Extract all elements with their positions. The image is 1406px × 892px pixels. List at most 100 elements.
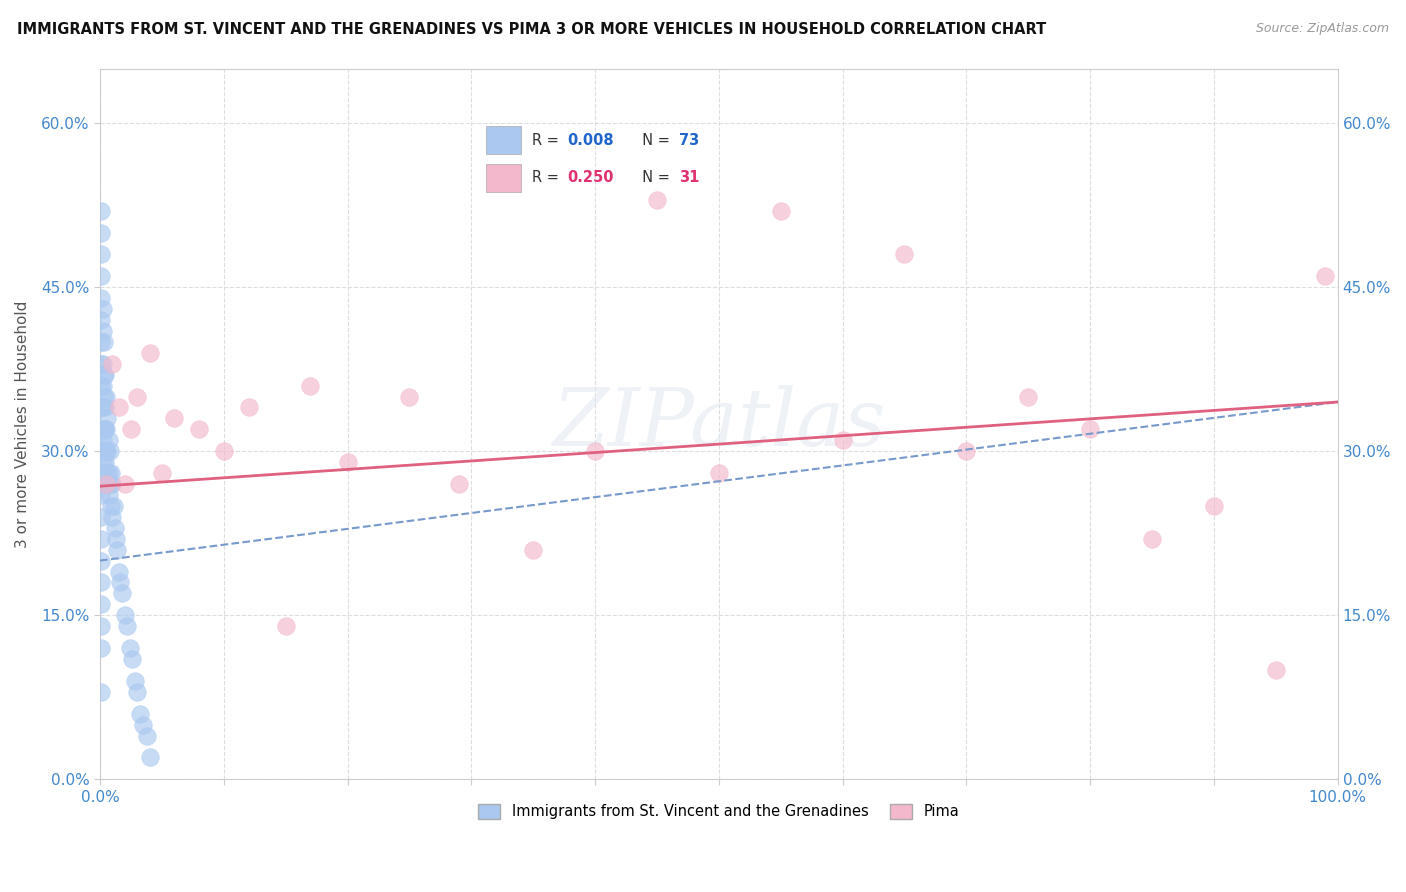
Point [96,422,118,436]
Point [97,434,120,448]
Point [1202,499,1225,513]
Point [94,401,117,415]
Point [1140,532,1163,546]
Point [90,313,112,327]
Point [100,499,122,513]
Y-axis label: 3 or more Vehicles in Household: 3 or more Vehicles in Household [15,301,30,548]
Point [90,619,112,633]
Point [93,390,115,404]
Point [91,357,114,371]
Point [90,509,112,524]
Point [107,565,129,579]
Point [97,488,120,502]
Point [132,717,155,731]
Point [90,269,112,284]
Point [90,641,112,656]
Point [212,444,235,458]
Point [120,422,142,436]
Point [117,619,139,633]
Point [96,477,118,491]
Point [447,477,470,491]
Point [94,477,117,491]
Point [107,401,129,415]
Text: Source: ZipAtlas.com: Source: ZipAtlas.com [1256,22,1389,36]
Point [831,434,853,448]
Point [98,444,121,458]
Point [93,444,115,458]
Point [94,368,117,382]
Point [299,378,322,392]
Point [121,652,143,666]
Point [96,444,118,458]
Point [101,357,124,371]
Point [124,673,146,688]
Point [94,422,117,436]
Point [91,455,114,469]
Point [1078,422,1101,436]
Point [93,368,115,382]
Point [96,477,118,491]
Point [238,401,260,415]
Text: ZIPatlas: ZIPatlas [553,385,886,463]
Point [90,685,112,699]
Point [114,608,136,623]
Point [769,203,792,218]
Point [97,466,120,480]
Point [90,203,112,218]
Legend: Immigrants from St. Vincent and the Grenadines, Pima: Immigrants from St. Vincent and the Gren… [472,798,966,825]
Point [1315,269,1337,284]
Point [1264,663,1286,677]
Point [90,422,112,436]
Point [96,411,118,425]
Point [118,641,141,656]
Point [91,401,114,415]
Point [96,444,118,458]
Point [90,532,112,546]
Text: IMMIGRANTS FROM ST. VINCENT AND THE GRENADINES VS PIMA 3 OR MORE VEHICLES IN HOU: IMMIGRANTS FROM ST. VINCENT AND THE GREN… [17,22,1046,37]
Point [105,532,128,546]
Point [105,542,128,557]
Point [90,378,112,392]
Point [136,729,159,743]
Point [111,586,134,600]
Point [150,466,173,480]
Point [90,401,112,415]
Point [707,466,730,480]
Point [91,324,114,338]
Point [274,619,297,633]
Point [90,357,112,371]
Point [98,477,121,491]
Point [138,750,160,764]
Point [103,499,125,513]
Point [104,521,127,535]
Point [91,378,114,392]
Point [127,390,149,404]
Point [522,542,544,557]
Point [90,466,112,480]
Point [955,444,977,458]
Point [93,334,115,349]
Point [114,477,136,491]
Point [90,597,112,611]
Point [96,390,118,404]
Point [93,466,115,480]
Point [90,291,112,305]
Point [90,575,112,590]
Point [336,455,359,469]
Point [128,706,150,721]
Point [90,553,112,567]
Point [91,301,114,316]
Point [90,247,112,261]
Point [583,444,606,458]
Point [90,334,112,349]
Point [100,466,122,480]
Point [138,346,160,360]
Point [893,247,915,261]
Point [163,411,186,425]
Point [188,422,211,436]
Point [94,455,117,469]
Point [645,193,668,207]
Point [93,422,115,436]
Point [101,509,124,524]
Point [96,466,118,480]
